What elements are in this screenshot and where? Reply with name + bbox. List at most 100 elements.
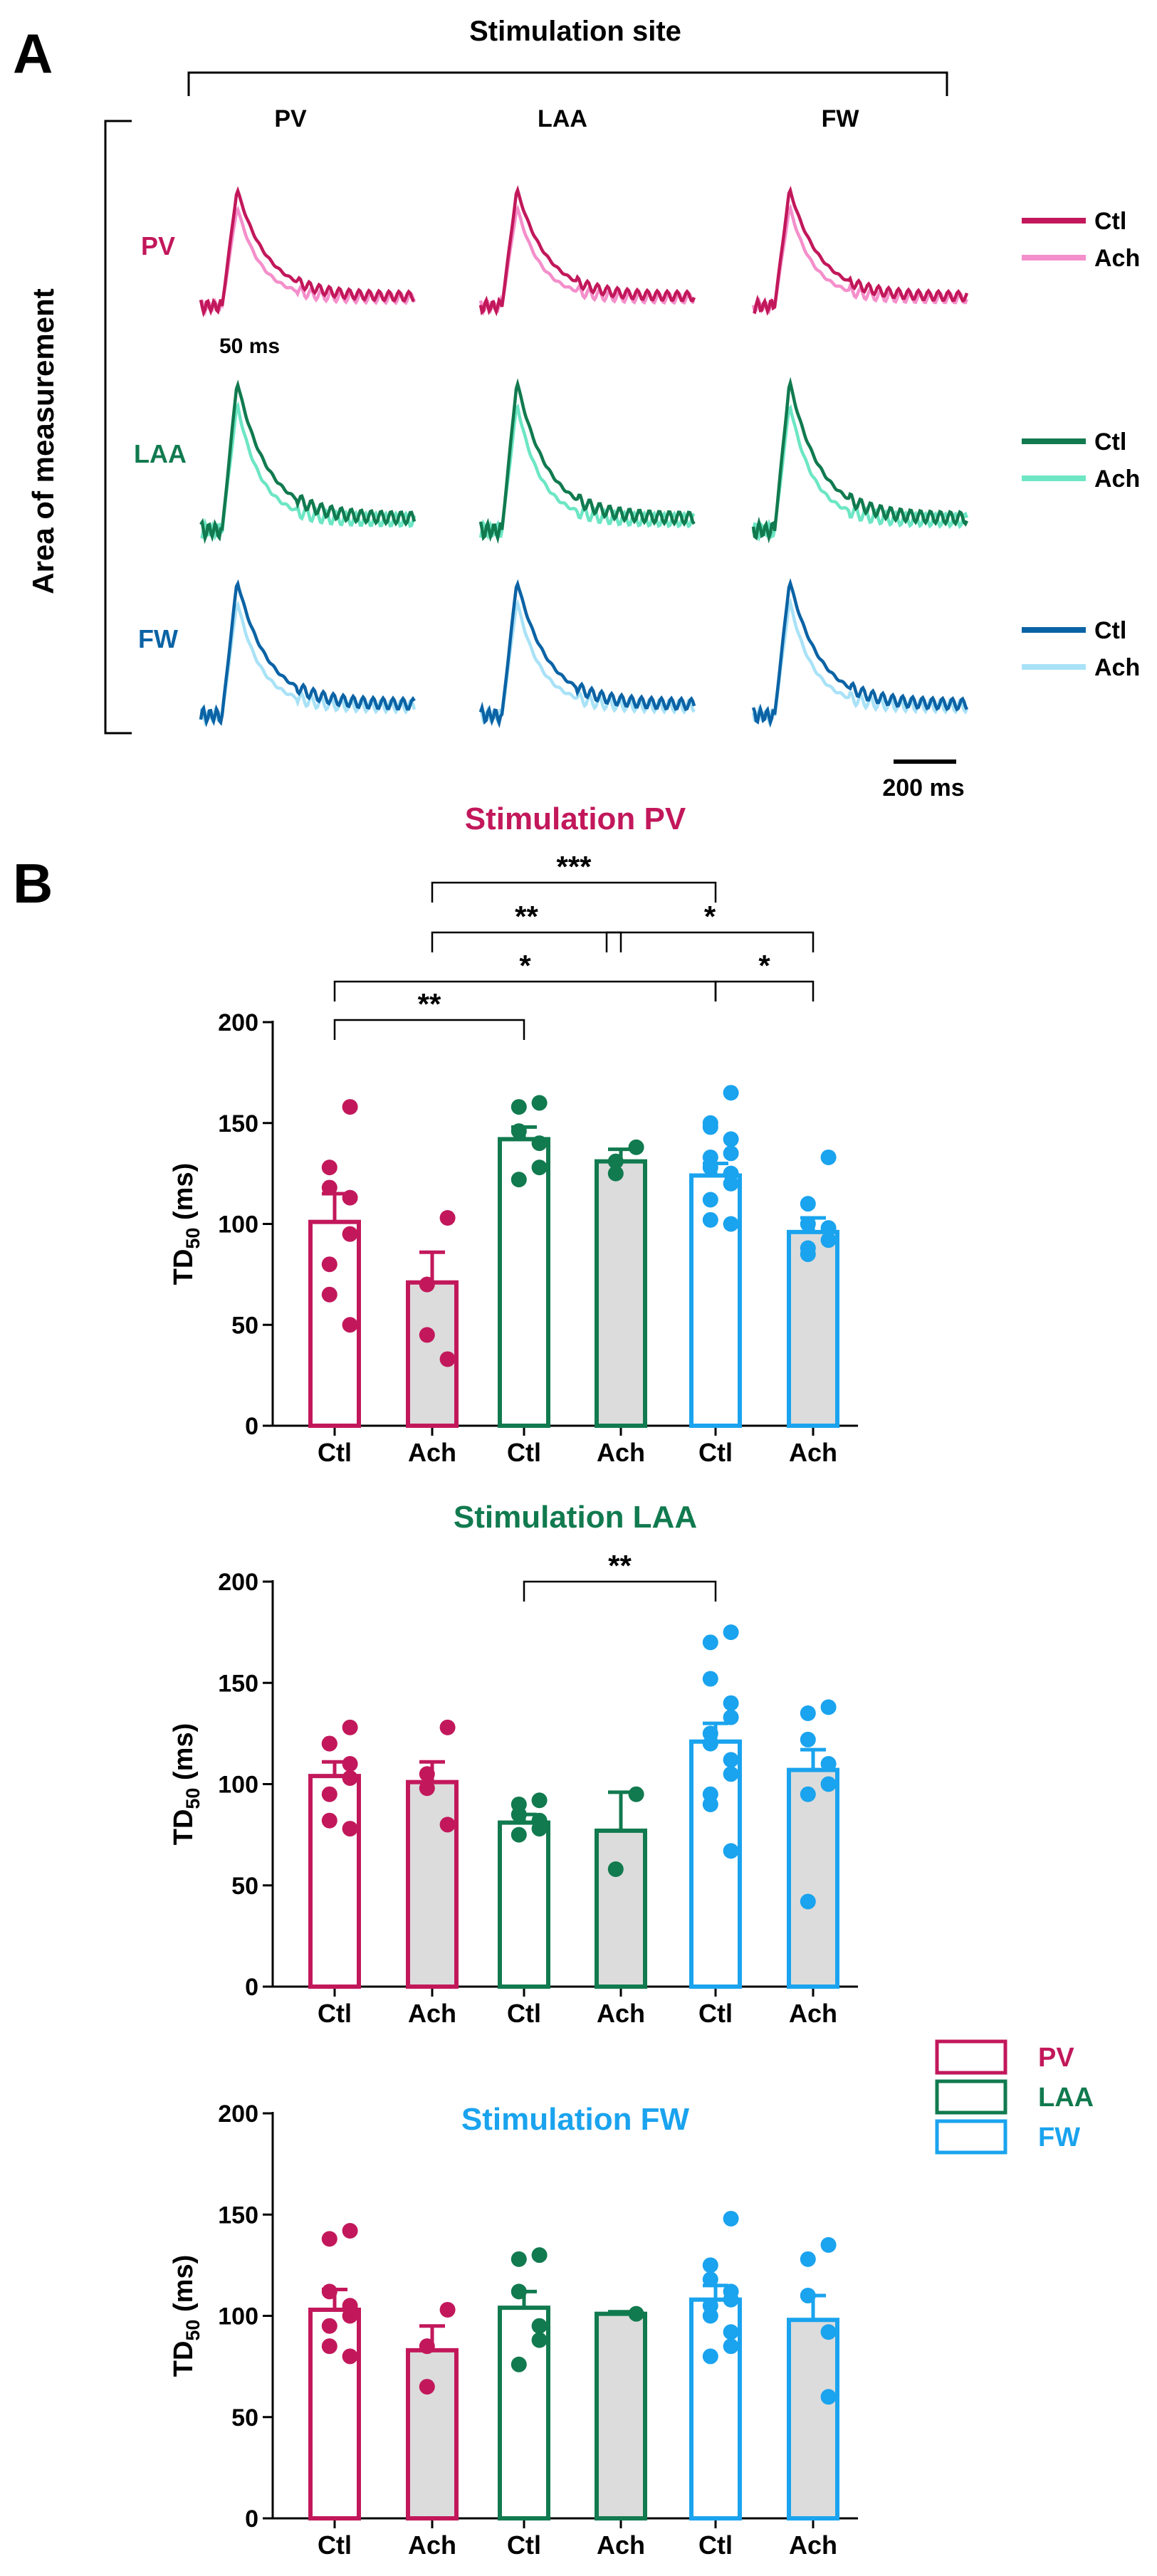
y-tick-label: 100: [218, 1211, 258, 1239]
data-point: [439, 2301, 456, 2318]
x-tick-label: Ach: [597, 1999, 645, 2028]
row-label-fw: FW: [138, 624, 178, 653]
y-tick-label: 50: [231, 1873, 258, 1900]
row-label-pv: PV: [141, 231, 175, 261]
legend-label-ctl-fw: Ctl: [1094, 617, 1126, 644]
data-point: [800, 1196, 816, 1212]
data-point: [723, 1752, 739, 1768]
trace-ctl-laa-fw: [751, 377, 969, 544]
trace-ach-laa-laa: [478, 403, 696, 540]
data-point: [342, 1226, 358, 1242]
time-label-50ms: 50 ms: [219, 335, 280, 358]
data-point: [820, 2324, 837, 2340]
chart-stimulation-fw: Stimulation FW TD50 (ms) 0 50 100 150 200 Ctl Ac…: [169, 2101, 858, 2560]
legend-label-ach-fw: Ach: [1094, 654, 1140, 681]
data-point: [702, 2257, 718, 2273]
panel-a-label: A: [13, 22, 53, 85]
x-tick-label: Ach: [789, 2530, 837, 2560]
significance-bracket: [714, 980, 815, 1002]
trace-ctl-fw-pv: [199, 579, 416, 727]
stimulation-site-bracket: [187, 71, 948, 96]
trace-ctl-fw-fw: [751, 578, 969, 728]
x-tick-label: Ctl: [507, 1999, 541, 2028]
chart-title: Stimulation LAA: [454, 1500, 697, 1535]
y-tick-label: 0: [245, 1413, 258, 1440]
significance-label: **: [418, 987, 441, 1021]
x-tick-label: Ach: [597, 2530, 645, 2560]
data-point: [321, 2231, 337, 2247]
legend-box-fw: [935, 2119, 1007, 2155]
data-point: [702, 2348, 718, 2365]
x-tick-label: Ach: [597, 1438, 645, 1467]
data-point: [723, 1085, 739, 1101]
data-point: [723, 2324, 739, 2340]
group-legend: PV LAA FW: [935, 2039, 1094, 2155]
data-point: [342, 1189, 358, 1206]
data-point: [342, 1756, 358, 1772]
x-tick-label: Ctl: [698, 2530, 733, 2560]
data-point: [723, 1131, 739, 1147]
bar-pv-ctl: [308, 1774, 361, 1989]
x-tick-label: Ctl: [507, 1438, 541, 1467]
data-point: [511, 2283, 527, 2300]
data-point: [531, 1821, 548, 1837]
bar-pv-ach: [406, 2348, 459, 2520]
data-point: [723, 2210, 739, 2227]
data-point: [419, 1780, 435, 1797]
x-tick-label: Ach: [408, 1999, 456, 2028]
trace-ctl-pv-pv: [199, 186, 415, 317]
x-tick-label: Ach: [408, 2530, 456, 2560]
x-tick-label: Ctl: [698, 1438, 733, 1467]
significance-label: *: [704, 900, 716, 933]
chart-title: Stimulation PV: [465, 801, 686, 836]
legend-box-laa: [935, 2079, 1007, 2115]
data-point: [321, 1179, 337, 1196]
data-point: [800, 2288, 816, 2304]
data-point: [820, 1232, 837, 1248]
data-point: [800, 2251, 816, 2267]
data-point: [800, 1786, 816, 1802]
row-label-laa: LAA: [134, 439, 187, 468]
panel-b: B Stimulation PV TD50 (ms) 0 50 100 150 200 Ctl…: [13, 801, 1094, 2560]
data-point: [800, 1216, 816, 1232]
x-tick-label: Ctl: [318, 1438, 352, 1467]
significance-label: **: [515, 900, 538, 933]
y-tick-label: 150: [218, 1670, 258, 1697]
data-point: [439, 1817, 456, 1833]
bar-laa-ach: [595, 1828, 647, 1989]
data-point: [628, 1139, 644, 1155]
bar-laa-ach: [595, 2311, 647, 2521]
data-point: [723, 1624, 739, 1641]
panel-b-label: B: [13, 852, 53, 915]
bar-fw-ctl: [689, 1173, 742, 1428]
data-point: [419, 1766, 435, 1782]
data-point: [321, 1160, 337, 1176]
x-tick-label: Ctl: [318, 2530, 352, 2560]
data-point: [531, 2247, 548, 2264]
data-point: [628, 2306, 644, 2322]
data-point: [800, 1893, 816, 1910]
y-tick-label: 100: [218, 1772, 258, 1799]
data-point: [321, 1786, 337, 1802]
significance-label: *: [519, 949, 531, 982]
data-point: [439, 1209, 456, 1226]
data-point: [820, 1149, 837, 1165]
x-tick-label: Ctl: [507, 2530, 541, 2560]
y-axis-label: TD50 (ms): [169, 1723, 204, 1846]
significance-label: ***: [556, 850, 592, 883]
data-point: [723, 1216, 739, 1232]
data-point: [820, 1776, 837, 1792]
data-point: [723, 1695, 739, 1711]
data-point: [419, 2379, 435, 2395]
data-point: [419, 1276, 435, 1293]
data-point: [342, 1099, 358, 1115]
trace-ctl-laa-laa: [478, 378, 696, 545]
significance-bracket: [605, 931, 815, 952]
y-tick-label: 0: [245, 1974, 258, 2001]
panel-a: A Stimulation site PV LAA FW Area of mea…: [13, 16, 1140, 801]
bar-fw-ach: [787, 1767, 839, 1989]
trace-ctl-pv-fw: [752, 186, 969, 316]
data-point: [820, 2389, 837, 2405]
significance-label: *: [758, 949, 770, 982]
x-tick-label: Ach: [408, 1438, 456, 1467]
